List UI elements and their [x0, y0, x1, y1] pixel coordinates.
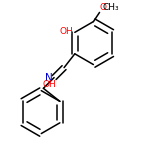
Text: OH: OH: [59, 27, 73, 36]
Text: N: N: [45, 73, 53, 83]
Text: O: O: [100, 3, 107, 12]
Text: OH: OH: [42, 80, 56, 89]
Text: CH₃: CH₃: [103, 3, 120, 12]
